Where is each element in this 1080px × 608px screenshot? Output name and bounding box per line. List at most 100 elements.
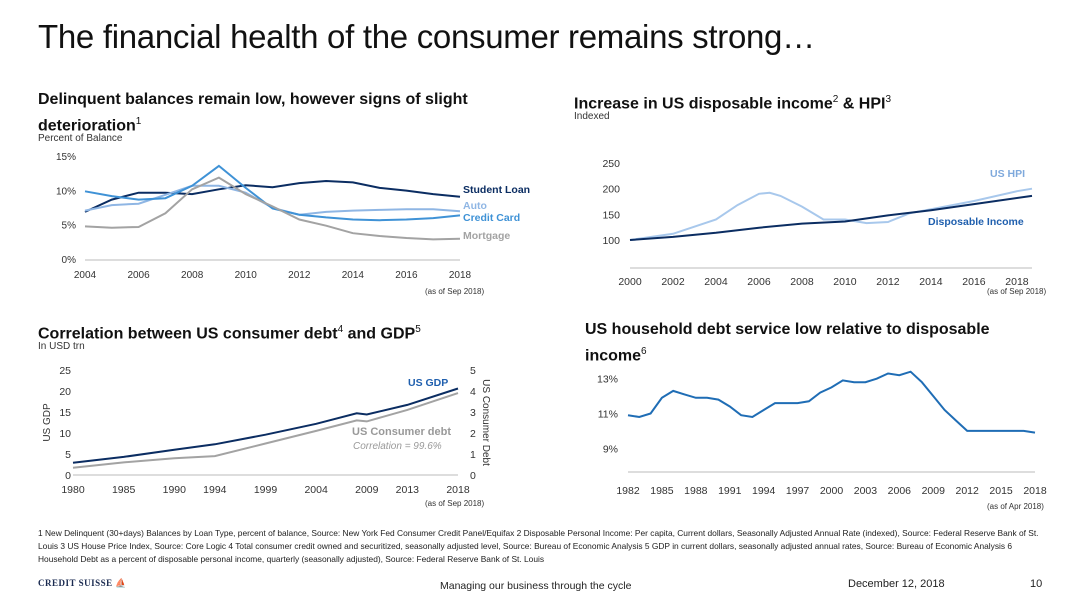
x-tick-label: 2016 — [962, 276, 986, 288]
x-tick-label: 2002 — [661, 276, 685, 288]
series-line-1 — [629, 187, 1033, 241]
panel3-subtitle: In USD trn — [38, 341, 85, 352]
x-tick-label: 2000 — [618, 276, 642, 288]
x-tick-label: 1980 — [61, 484, 85, 496]
y-tick-label: 20 — [59, 386, 71, 398]
x-tick-label: 2015 — [989, 485, 1013, 497]
panel4-note: (as of Apr 2018) — [987, 502, 1044, 511]
x-tick-label: 1985 — [650, 485, 674, 497]
x-tick-label: 2008 — [181, 270, 204, 281]
y-tick-label: 250 — [602, 158, 620, 170]
x-tick-label: 2010 — [235, 270, 258, 281]
x-tick-label: 2018 — [449, 270, 472, 281]
y-tick-label: 11% — [598, 409, 618, 421]
chart-debt-service: 9% 11% 13% 1982 1985 1988 1991 1994 1997 2000 2003… — [597, 370, 1047, 497]
panel3-note: (as of Sep 2018) — [425, 499, 485, 508]
y-tick-label: 5 — [65, 449, 71, 461]
series-label-1: US HPI — [990, 168, 1025, 180]
y-tick-label: 10 — [59, 428, 71, 440]
panel2-subtitle: Indexed — [574, 111, 610, 122]
y-axis-label: US GDP — [42, 403, 53, 442]
y-tick-label: 100 — [602, 235, 620, 247]
x-tick-label: 1988 — [684, 485, 708, 497]
series-label-3: Mortgage — [463, 230, 510, 242]
series-line-0 — [629, 194, 1033, 241]
series-label-1: US Consumer debt — [352, 426, 451, 438]
credit-suisse-logo: CREDIT SUISSE ⛵ — [38, 578, 128, 588]
series-line-0 — [72, 387, 459, 464]
x-tick-label: 2012 — [955, 485, 979, 497]
y2-tick-label: 0 — [470, 470, 476, 482]
x-tick-label: 2004 — [74, 270, 97, 281]
series-label-0: Disposable Income — [928, 216, 1024, 228]
x-tick-label: 2006 — [888, 485, 912, 497]
y2-tick-label: 1 — [470, 449, 476, 461]
x-tick-label: 1985 — [112, 484, 136, 496]
chart-income-hpi: 100 150 200 250 2000 2002 2004 2006 2008 2010 2012… — [602, 158, 1033, 288]
panel1-subtitle: Percent of Balance — [38, 133, 123, 144]
y-tick-label: 9% — [603, 443, 618, 455]
x-tick-label: 1982 — [616, 485, 640, 497]
x-tick-label: 1990 — [163, 484, 187, 496]
x-tick-label: 1994 — [752, 485, 776, 497]
x-tick-label: 2014 — [919, 276, 943, 288]
panel3-title: Correlation between US consumer debt4 an… — [38, 324, 421, 343]
x-tick-label: 2014 — [342, 270, 365, 281]
series-label-1: Auto — [463, 200, 487, 212]
y-tick-label: 0% — [62, 255, 77, 266]
series-line-3 — [84, 176, 461, 241]
y-tick-label: 13% — [597, 374, 618, 386]
y-tick-label: 150 — [602, 209, 620, 221]
y-tick-label: 0 — [65, 470, 71, 482]
x-tick-label: 2006 — [127, 270, 150, 281]
y2-tick-label: 3 — [470, 407, 476, 419]
series-label-2: Credit Card — [463, 212, 520, 224]
series-label-0: US GDP — [408, 377, 448, 389]
x-tick-label: 2010 — [833, 276, 857, 288]
x-tick-label: 2006 — [747, 276, 771, 288]
x-tick-label: 2008 — [790, 276, 814, 288]
x-tick-label: 2009 — [922, 485, 946, 497]
x-tick-label: 2012 — [288, 270, 311, 281]
x-tick-label: 2018 — [1005, 276, 1029, 288]
x-tick-label: 2003 — [854, 485, 878, 497]
y-tick-label: 15% — [56, 152, 76, 163]
x-tick-label: 2004 — [304, 484, 328, 496]
correlation-annotation: Correlation = 99.6% — [353, 441, 442, 452]
y2-tick-label: 4 — [470, 386, 476, 398]
x-tick-label: 2018 — [446, 484, 470, 496]
footer-date: December 12, 2018 — [848, 578, 945, 590]
series-line-0 — [627, 370, 1036, 434]
x-tick-label: 2016 — [395, 270, 418, 281]
x-tick-label: 1994 — [203, 484, 227, 496]
footnotes: 1 New Delinquent (30+days) Balances by L… — [38, 528, 1039, 564]
y-tick-label: 200 — [602, 184, 620, 196]
x-tick-label: 1997 — [786, 485, 810, 497]
y2-axis-label: US Consumer Debt — [480, 379, 491, 466]
panel1-title: Delinquent balances remain low, however … — [38, 91, 468, 135]
page-number: 10 — [1030, 578, 1043, 590]
series-label-0: Student Loan — [463, 184, 530, 196]
page-title: The financial health of the consumer rem… — [38, 18, 815, 55]
chart-debt-gdp: 0 5 10 15 20 25 0 1 2 3 4 5 1980 1985 1990 1994 1999 2004… — [42, 365, 491, 496]
x-tick-label: 2013 — [396, 484, 420, 496]
series-line-0 — [84, 179, 461, 213]
y-tick-label: 10% — [56, 186, 76, 197]
x-tick-label: 2012 — [876, 276, 900, 288]
panel1-note: (as of Sep 2018) — [425, 287, 485, 296]
panel2-note: (as of Sep 2018) — [987, 287, 1047, 296]
panel4-title: US household debt service low relative t… — [585, 321, 990, 365]
y-tick-label: 15 — [59, 407, 71, 419]
x-tick-label: 2000 — [820, 485, 844, 497]
y2-tick-label: 5 — [470, 365, 476, 377]
panel2-title: Increase in US disposable income2 & HPI3 — [574, 94, 892, 113]
series-line-2 — [84, 164, 461, 222]
series-line-1 — [72, 392, 459, 469]
x-tick-label: 1991 — [718, 485, 742, 497]
x-tick-label: 2004 — [704, 276, 728, 288]
y2-tick-label: 2 — [470, 428, 476, 440]
footer-subtitle: Managing our business through the cycle — [440, 580, 632, 592]
chart-delinquent: 0% 5% 10% 15% 2004 2006 2008 2010 2012 2014 2016 20… — [56, 152, 530, 281]
y-tick-label: 25 — [59, 365, 71, 377]
x-tick-label: 2018 — [1023, 485, 1047, 497]
